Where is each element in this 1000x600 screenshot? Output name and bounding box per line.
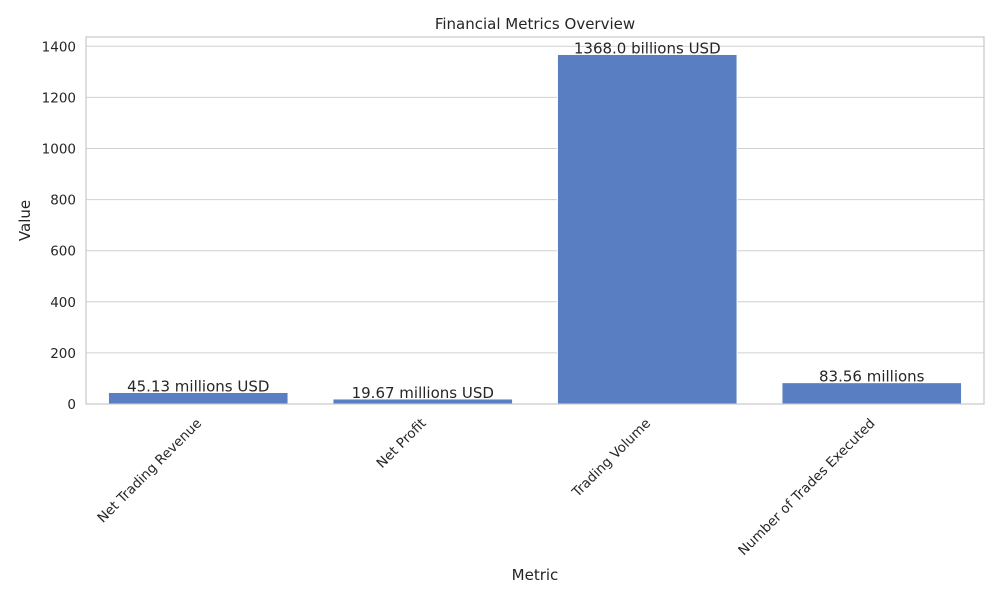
y-tick-label: 400 (50, 295, 76, 311)
grid-lines (86, 45, 984, 405)
y-tick-label: 600 (50, 244, 76, 260)
x-tick-label: Trading Volume (568, 416, 654, 502)
x-tick-label: Net Trading Revenue (94, 416, 205, 527)
bar (556, 53, 738, 405)
x-tick-label: Net Profit (374, 416, 430, 472)
y-tick-labels: 0 200 400 600 800 1000 1200 1400 (42, 39, 76, 413)
y-tick-label: 1200 (42, 90, 76, 106)
bars (107, 53, 963, 405)
y-axis-label: Value (16, 200, 34, 241)
y-tick-label: 800 (50, 193, 76, 209)
y-tick-label: 1400 (42, 39, 76, 55)
y-tick-label: 1000 (42, 142, 76, 158)
bar-data-label: 45.13 millions USD (127, 377, 269, 395)
x-tick-label: Number of Trades Executed (735, 416, 878, 559)
x-axis-label: Metric (512, 566, 559, 584)
y-tick-label: 0 (67, 397, 76, 413)
bar (781, 382, 963, 405)
y-tick-label: 200 (50, 346, 76, 362)
bar-data-label: 19.67 millions USD (352, 384, 494, 402)
chart-title: Financial Metrics Overview (435, 15, 635, 33)
bar-data-label: 83.56 millions (819, 368, 925, 386)
bar-data-labels: 45.13 millions USD 19.67 millions USD 1368… (127, 39, 925, 401)
x-tick-labels: Net Trading Revenue Net Profit Trading Vol… (94, 416, 878, 559)
bar-data-label: 1368.0 billions USD (574, 39, 721, 57)
plot-frame (85, 36, 985, 405)
